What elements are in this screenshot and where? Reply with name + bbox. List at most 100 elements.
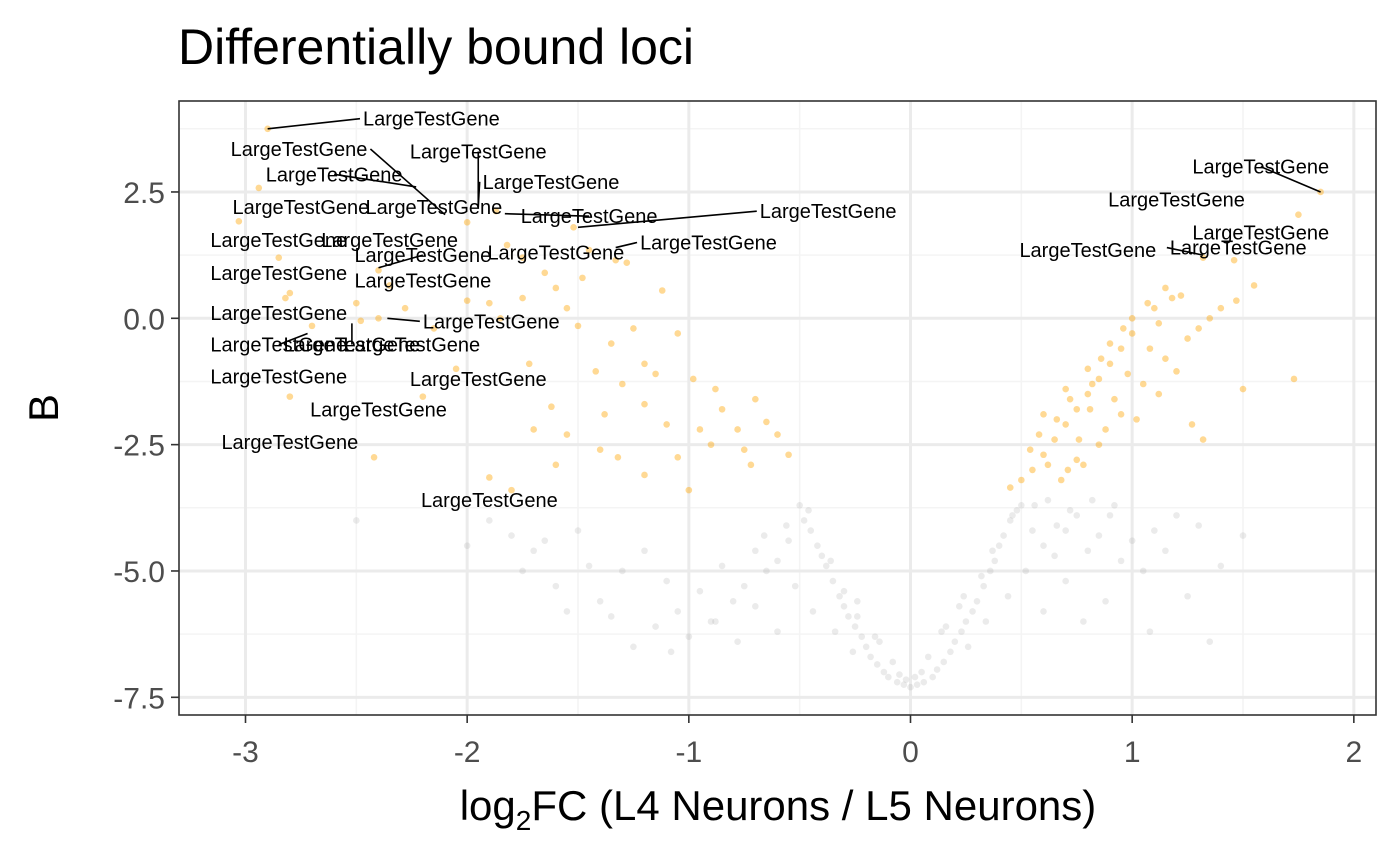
point-label: LargeTestGene	[487, 243, 624, 265]
point-significant	[552, 284, 560, 292]
point-label: LargeTestGene	[1108, 190, 1245, 212]
point-significant	[1035, 431, 1043, 438]
point-label: LargeTestGene	[210, 303, 347, 325]
point-not-significant	[942, 623, 950, 630]
point-not-significant	[862, 643, 870, 651]
point-significant	[375, 266, 382, 274]
point-significant	[286, 289, 294, 297]
plot-panel-border	[178, 100, 1377, 716]
grid-major	[179, 101, 1376, 715]
point-significant	[1139, 380, 1147, 388]
point-significant	[1184, 335, 1191, 342]
point-not-significant	[685, 633, 693, 640]
point-label: LargeTestGene	[231, 139, 368, 161]
point-not-significant	[552, 582, 560, 590]
point-significant	[641, 360, 648, 368]
point-not-significant	[987, 567, 994, 575]
label-connector	[278, 332, 308, 346]
point-not-significant	[1029, 527, 1036, 534]
point-significant	[1162, 355, 1169, 363]
point-not-significant	[1066, 507, 1074, 514]
point-label: LargeTestGene	[521, 206, 658, 228]
point-not-significant	[1051, 552, 1058, 560]
point-not-significant	[980, 582, 987, 590]
point-significant	[1177, 292, 1185, 299]
point-label: LargeTestGene	[1019, 240, 1156, 262]
point-not-significant	[885, 673, 892, 681]
point-not-significant	[486, 517, 493, 524]
point-significant	[1026, 446, 1034, 453]
point-significant	[674, 330, 682, 337]
label-connector	[577, 210, 757, 229]
point-significant	[1073, 405, 1081, 413]
point-not-significant	[964, 643, 972, 651]
label-connector	[477, 181, 481, 208]
point-not-significant	[1053, 522, 1061, 529]
point-not-significant	[845, 613, 852, 620]
point-significant	[1295, 211, 1302, 219]
point-significant	[1217, 304, 1225, 312]
point-significant	[1051, 436, 1058, 443]
point-label: LargeTestGene	[210, 263, 347, 285]
point-not-significant	[818, 552, 826, 560]
point-not-significant	[783, 522, 790, 529]
point-label: LargeTestGene	[321, 230, 458, 252]
point-not-significant	[871, 633, 879, 640]
point-not-significant	[1018, 501, 1025, 509]
point-significant	[623, 259, 631, 267]
point-significant	[508, 486, 515, 494]
point-not-significant	[873, 661, 881, 668]
x-tick-label: -2	[454, 736, 481, 769]
point-significant	[785, 451, 792, 459]
point-not-significant	[696, 587, 704, 595]
point-not-significant	[785, 537, 792, 544]
point-not-significant	[1095, 532, 1103, 539]
point-significant	[1080, 461, 1087, 469]
point-not-significant	[619, 567, 626, 575]
point-label: LargeTestGene	[310, 399, 447, 421]
point-significant	[1040, 451, 1047, 459]
point-significant	[1290, 375, 1298, 383]
point-not-significant	[938, 628, 945, 635]
point-significant	[530, 426, 537, 433]
point-significant	[1173, 368, 1180, 375]
point-not-significant	[809, 608, 817, 615]
point-not-significant	[920, 678, 928, 686]
label-connector	[387, 317, 420, 323]
point-significant	[563, 431, 571, 438]
point-significant	[763, 418, 770, 426]
point-significant	[563, 304, 571, 312]
point-significant	[463, 218, 471, 226]
point-not-significant	[1040, 542, 1047, 550]
point-significant	[1250, 282, 1258, 289]
point-significant	[689, 375, 697, 383]
point-not-significant	[851, 623, 859, 630]
point-not-significant	[663, 577, 670, 585]
point-not-significant	[900, 681, 908, 688]
point-not-significant	[1000, 532, 1007, 539]
point-not-significant	[752, 603, 759, 610]
point-label: LargeTestGene	[233, 197, 370, 219]
y-axis-title: B	[20, 394, 67, 422]
grid-minor	[179, 101, 1376, 715]
point-not-significant	[940, 658, 948, 666]
point-label: LargeTestGene	[210, 366, 347, 388]
point-not-significant	[760, 532, 768, 539]
point-label: LargeTestGene	[363, 109, 500, 131]
point-significant	[1233, 297, 1240, 304]
point-not-significant	[955, 603, 963, 610]
point-label: LargeTestGene	[1192, 222, 1329, 244]
point-significant	[1066, 395, 1074, 403]
y-tick-label: -7.5	[113, 682, 165, 715]
point-label: LargeTestGene	[354, 245, 491, 267]
point-label: LargeTestGene	[483, 172, 620, 194]
point-not-significant	[805, 507, 812, 514]
label-connector	[615, 241, 638, 249]
point-not-significant	[774, 557, 781, 565]
point-significant	[375, 315, 382, 322]
point-significant	[430, 325, 438, 332]
point-significant	[574, 322, 582, 330]
point-not-significant	[800, 517, 808, 524]
point-not-significant	[1217, 562, 1225, 570]
point-significant	[630, 325, 637, 332]
